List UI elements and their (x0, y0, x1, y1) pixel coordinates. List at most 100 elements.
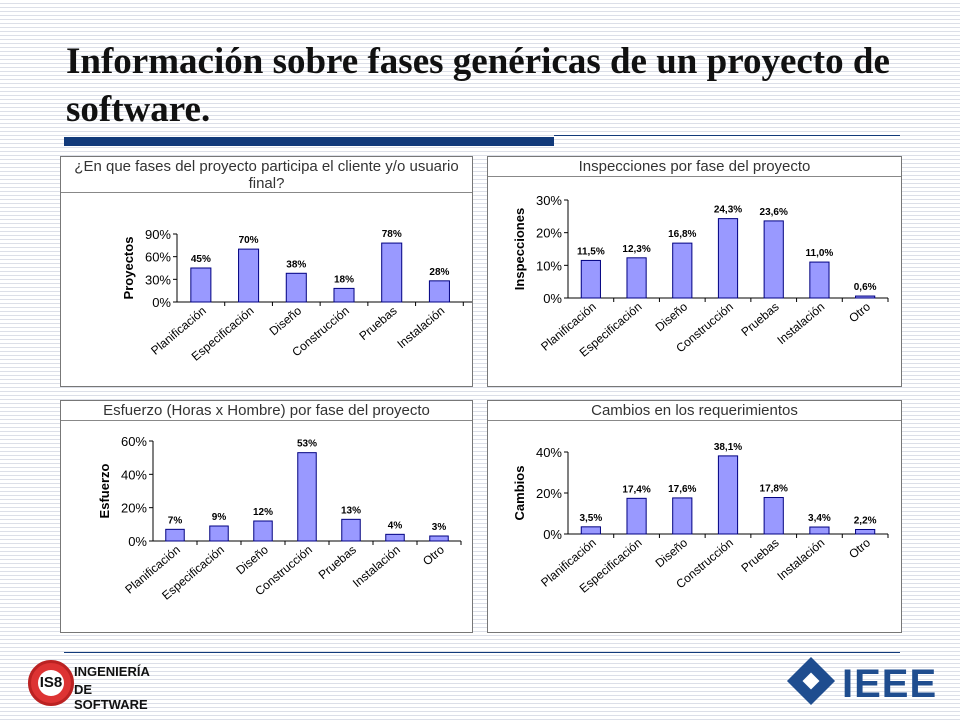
y-axis-label: Inspecciones (512, 208, 527, 290)
x-tick-label: Instalación (394, 304, 447, 352)
chart-panel-cambios: 0% 20% 40% Cambios 3,5% Planificación 17,4% Esp… (487, 400, 902, 633)
bar (238, 248, 260, 303)
chart-title: Cambios en los requerimientos (488, 401, 901, 421)
title-underline-thick (64, 137, 554, 146)
chart-esfuerzo: 0%20%40%60%Esfuerzo7%Planificación9%Espe… (97, 434, 462, 603)
data-label: 4% (388, 520, 403, 531)
data-label: 3,4% (808, 513, 831, 524)
bar (190, 267, 212, 303)
y-axis-label: Cambios (512, 466, 527, 521)
y-tick-label: 20% (536, 226, 562, 241)
ieee-wordmark: IEEE (842, 662, 938, 706)
y-tick-label: 0% (152, 295, 171, 310)
ieee-diamond-icon (786, 656, 836, 706)
data-label: 12,3% (622, 244, 650, 255)
x-tick-label: Diseño (233, 542, 271, 577)
logo-badge-text: IS8 (38, 670, 64, 696)
is8-badge-icon: IS8 (28, 660, 74, 706)
x-tick-label: Diseño (653, 535, 691, 570)
ingenieria-software-logo: IS8 INGENIERÍA DE SOFTWARE (28, 660, 168, 712)
title-underline-thin (554, 135, 900, 136)
data-label: 17,8% (760, 484, 788, 495)
x-tick-label: Pruebas (738, 300, 781, 339)
data-label: 2,2% (854, 515, 877, 526)
y-axis-label: Proyectos (121, 237, 136, 300)
bar (672, 497, 693, 535)
bar (855, 295, 876, 299)
data-label: 18% (334, 274, 354, 285)
data-label: 9% (212, 512, 227, 523)
bar (855, 528, 876, 535)
bar (429, 535, 449, 542)
data-label: 45% (191, 254, 211, 265)
ieee-logo: IEEE (786, 656, 944, 710)
slide-title: Información sobre fases genéricas de un … (66, 41, 890, 130)
bar (428, 280, 450, 303)
y-tick-label: 0% (128, 534, 147, 549)
data-label: 17,4% (622, 484, 650, 495)
footer-rule (64, 652, 900, 653)
chart-title: Esfuerzo (Horas x Hombre) por fase del p… (61, 401, 472, 421)
bar (763, 497, 784, 535)
bar (333, 287, 355, 303)
data-label: 11,0% (806, 248, 834, 259)
bar (285, 272, 307, 303)
y-tick-label: 0% (543, 527, 562, 542)
bar (672, 242, 693, 299)
chart-inspecciones: 0%10%20%30%Inspecciones 11,5%Planificació… (512, 193, 889, 360)
bar (809, 526, 830, 535)
data-label: 3% (432, 522, 447, 533)
chart-cambios: 0%20%40%Cambios 3,5%Planificación17,4%Esp… (512, 442, 889, 596)
logo-line-2: DE SOFTWARE (74, 682, 148, 712)
x-tick-label: Instalación (350, 543, 403, 591)
y-tick-label: 20% (121, 501, 147, 516)
x-tick-label: Diseño (267, 303, 305, 338)
data-label: 17,6% (668, 484, 696, 495)
bar (580, 526, 601, 535)
y-axis-label: Esfuerzo (97, 463, 112, 518)
data-label: 13% (341, 505, 361, 516)
y-tick-label: 0% (543, 291, 562, 306)
bar (341, 518, 361, 542)
chart-panel-esfuerzo: 0% 20% 40% 60% Esfuerzo 7% Planificación 9% Espe… (60, 400, 473, 633)
logo-line-1: INGENIERÍA (74, 664, 150, 679)
y-tick-label: 20% (536, 486, 562, 501)
data-label: 23,6% (760, 207, 788, 218)
bar (385, 533, 405, 542)
data-label: 12% (253, 507, 273, 518)
bar (763, 220, 784, 299)
x-tick-label: Diseño (653, 299, 691, 334)
y-tick-label: 40% (536, 445, 562, 460)
data-label: 16,8% (668, 229, 696, 240)
x-tick-label: Otro (420, 542, 447, 568)
x-tick-label: Pruebas (738, 536, 781, 575)
bar (809, 261, 830, 299)
y-tick-label: 10% (536, 258, 562, 273)
data-label: 24,3% (714, 205, 742, 216)
bar (381, 242, 403, 303)
x-tick-label: Otro (846, 299, 873, 325)
y-tick-label: 30% (536, 193, 562, 208)
bar (626, 257, 647, 299)
x-tick-label: Instalación (774, 300, 827, 348)
chart-cliente: 0%30%60%90%Proyectos 45%Planificación70%E… (121, 227, 472, 364)
y-tick-label: 60% (121, 434, 147, 449)
bar (717, 218, 739, 299)
data-label: 70% (239, 235, 259, 246)
data-label: 38,1% (714, 442, 742, 453)
bar (580, 259, 601, 299)
bar (209, 525, 229, 542)
data-label: 78% (382, 229, 402, 240)
bar (297, 452, 317, 542)
data-label: 7% (168, 515, 183, 526)
bar (626, 497, 647, 535)
x-tick-label: Pruebas (356, 304, 399, 343)
x-tick-label: Otro (846, 535, 873, 561)
x-tick-label: Instalación (774, 536, 827, 584)
chart-title: Inspecciones por fase del proyecto (488, 157, 901, 177)
data-label: 3,5% (579, 513, 602, 524)
data-label: 0,6% (854, 282, 877, 293)
data-label: 53% (297, 439, 317, 450)
data-label: 28% (429, 267, 449, 278)
bar (165, 528, 185, 542)
